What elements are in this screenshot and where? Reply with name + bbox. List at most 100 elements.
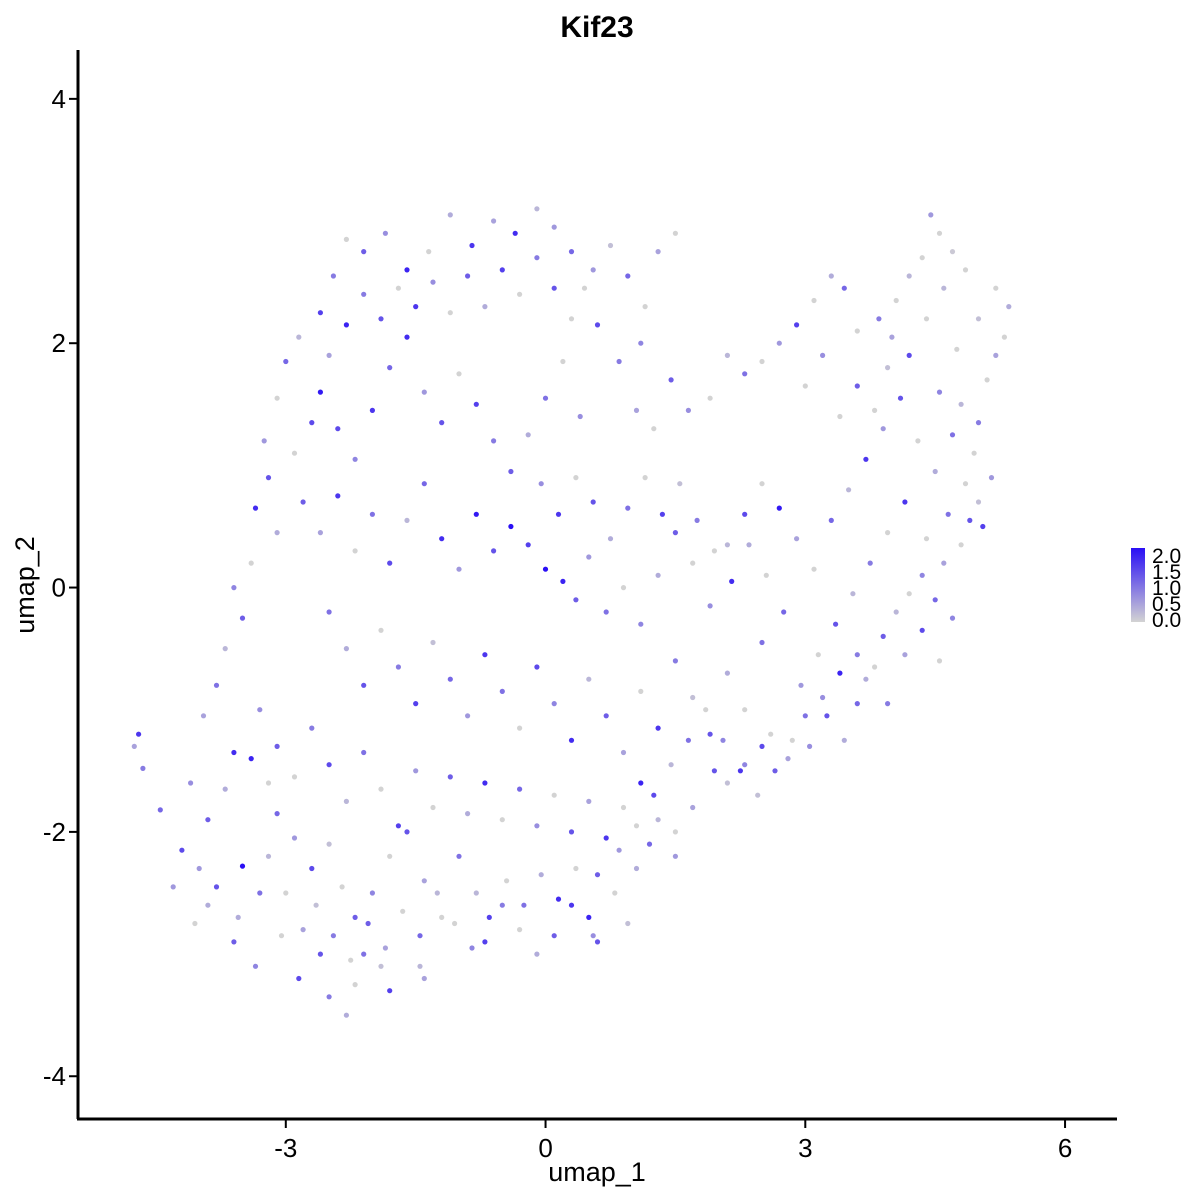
- data-point: [482, 939, 488, 945]
- data-point: [638, 688, 644, 695]
- data-point: [491, 438, 497, 444]
- data-point: [668, 377, 674, 383]
- data-point: [594, 939, 601, 945]
- data-point: [616, 358, 622, 365]
- data-point: [642, 304, 648, 310]
- data-point: [685, 737, 692, 743]
- data-point: [296, 975, 302, 982]
- data-point: [672, 853, 679, 859]
- data-point: [885, 530, 891, 536]
- data-point: [196, 865, 202, 872]
- data-point: [326, 762, 332, 768]
- data-point: [936, 658, 943, 664]
- data-point: [283, 890, 289, 896]
- data-point: [586, 676, 592, 682]
- data-point: [958, 401, 964, 407]
- data-point: [746, 542, 752, 548]
- data-point: [188, 780, 194, 786]
- data-point: [651, 792, 657, 798]
- data-point: [923, 536, 930, 542]
- data-point: [625, 273, 631, 279]
- data-point: [724, 780, 731, 786]
- data-point: [789, 737, 795, 743]
- data-point: [893, 297, 899, 304]
- data-point: [413, 701, 419, 707]
- data-point: [365, 920, 371, 927]
- data-point: [265, 853, 272, 859]
- data-point: [607, 536, 614, 542]
- data-point: [404, 829, 410, 835]
- data-point: [330, 273, 336, 279]
- data-point: [603, 609, 609, 615]
- colorbar-tick-label: 0.0: [1152, 609, 1181, 632]
- data-point: [724, 542, 731, 548]
- data-point: [590, 933, 596, 939]
- data-point: [854, 328, 860, 334]
- data-point: [430, 804, 436, 811]
- data-point: [291, 774, 298, 780]
- data-point: [785, 756, 791, 762]
- data-point: [473, 511, 479, 517]
- data-point: [261, 438, 267, 444]
- data-point: [335, 426, 341, 432]
- data-point: [655, 249, 661, 255]
- data-point: [724, 670, 731, 676]
- data-point: [343, 236, 349, 242]
- data-point: [482, 652, 488, 658]
- data-point: [239, 615, 246, 621]
- data-point: [975, 316, 982, 322]
- data-point: [136, 731, 142, 737]
- data-point: [655, 817, 661, 823]
- data-point: [824, 713, 830, 719]
- data-point: [369, 407, 375, 413]
- x-tick-label: 6: [1058, 1133, 1072, 1163]
- data-point: [872, 664, 878, 670]
- data-point: [352, 548, 358, 554]
- data-point: [568, 316, 575, 322]
- data-point: [690, 804, 696, 811]
- data-point: [815, 652, 821, 658]
- data-point: [542, 395, 549, 401]
- data-point: [395, 823, 401, 829]
- data-point: [465, 273, 471, 279]
- data-point: [499, 902, 505, 908]
- data-point: [807, 743, 813, 750]
- data-point: [404, 267, 410, 273]
- data-point: [711, 768, 718, 774]
- data-point: [439, 536, 445, 542]
- data-point: [551, 701, 557, 707]
- data-point: [949, 432, 956, 438]
- data-point: [854, 652, 860, 658]
- data-point: [694, 517, 700, 524]
- data-point: [205, 817, 211, 823]
- data-point: [343, 1012, 349, 1018]
- data-point: [170, 884, 176, 890]
- data-point: [638, 340, 644, 346]
- data-point: [620, 749, 627, 756]
- data-point: [517, 786, 523, 792]
- data-point: [841, 737, 847, 743]
- data-point: [248, 756, 254, 762]
- data-point: [902, 652, 908, 658]
- chart-title: Kif23: [560, 11, 633, 44]
- data-point: [603, 713, 609, 719]
- data-point: [387, 365, 393, 371]
- data-point: [828, 273, 834, 279]
- data-point: [521, 902, 527, 908]
- colorbar-ticks: 2.01.51.00.50.0: [1152, 545, 1181, 632]
- data-point: [257, 890, 263, 896]
- data-point: [508, 523, 514, 530]
- data-point: [369, 890, 375, 896]
- data-point: [781, 609, 787, 615]
- y-tick-label: 0: [52, 573, 66, 603]
- data-point: [633, 407, 640, 413]
- data-point: [339, 884, 345, 890]
- data-point: [317, 951, 323, 957]
- data-point: [421, 975, 427, 982]
- data-point: [231, 585, 237, 591]
- data-point: [811, 566, 817, 572]
- data-point: [517, 725, 523, 731]
- data-point: [309, 725, 315, 731]
- data-point: [707, 395, 713, 401]
- data-point: [192, 920, 198, 927]
